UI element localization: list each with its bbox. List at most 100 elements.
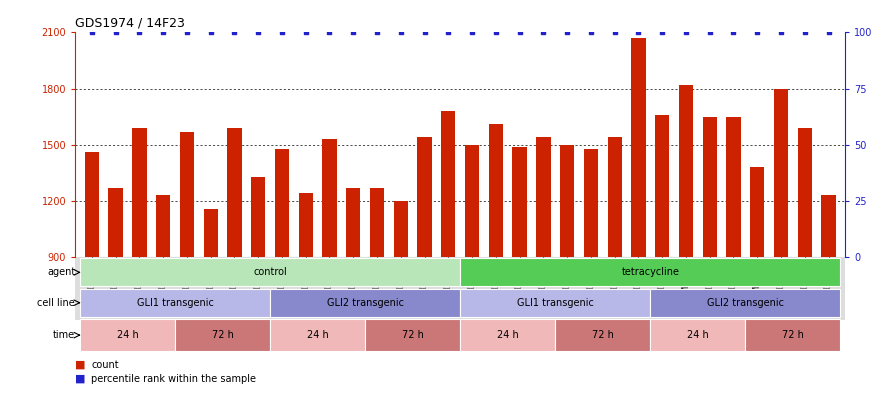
Point	[85, 29, 99, 36]
Text: tetracycline: tetracycline	[621, 267, 680, 277]
Point	[418, 29, 432, 36]
Bar	[370, 188, 384, 257]
Bar	[85, 152, 99, 257]
Text: 24 h: 24 h	[687, 330, 709, 340]
Text: control: control	[253, 267, 287, 277]
Point	[703, 29, 717, 36]
Text: GDS1974 / 14F23: GDS1974 / 14F23	[75, 17, 185, 30]
FancyBboxPatch shape	[650, 319, 745, 351]
Bar	[703, 117, 717, 257]
Bar	[394, 201, 408, 257]
FancyBboxPatch shape	[270, 319, 366, 351]
Point	[346, 29, 360, 36]
Bar	[465, 145, 479, 257]
Point	[394, 29, 408, 36]
Text: GLI1 transgenic: GLI1 transgenic	[517, 298, 594, 308]
Bar	[442, 111, 456, 257]
Bar	[418, 137, 432, 257]
Point	[251, 29, 266, 36]
Bar	[322, 139, 336, 257]
Point	[109, 29, 123, 36]
FancyBboxPatch shape	[555, 319, 650, 351]
Point	[608, 29, 622, 36]
Bar	[132, 128, 147, 257]
Bar	[727, 117, 741, 257]
FancyBboxPatch shape	[745, 319, 841, 351]
Bar	[536, 137, 550, 257]
FancyBboxPatch shape	[650, 289, 841, 317]
Point	[750, 29, 765, 36]
Text: 72 h: 72 h	[402, 330, 424, 340]
Text: 24 h: 24 h	[307, 330, 328, 340]
Point	[322, 29, 336, 36]
Point	[133, 29, 147, 36]
Point	[727, 29, 741, 36]
FancyBboxPatch shape	[460, 258, 841, 286]
Point	[631, 29, 645, 36]
Point	[465, 29, 479, 36]
Text: cell line: cell line	[37, 298, 75, 308]
Point	[679, 29, 693, 36]
Bar	[298, 194, 313, 257]
Text: ■: ■	[75, 374, 86, 384]
Bar	[821, 195, 835, 257]
Point	[204, 29, 218, 36]
Bar	[655, 115, 669, 257]
Point	[227, 29, 242, 36]
Bar	[607, 137, 622, 257]
FancyBboxPatch shape	[80, 258, 460, 286]
Text: 24 h: 24 h	[117, 330, 138, 340]
Point	[560, 29, 574, 36]
Bar	[584, 149, 598, 257]
Bar	[156, 195, 170, 257]
Point	[584, 29, 598, 36]
Bar	[773, 89, 789, 257]
Text: GLI2 transgenic: GLI2 transgenic	[327, 298, 404, 308]
Bar	[631, 38, 645, 257]
Point	[442, 29, 456, 36]
Bar	[109, 188, 123, 257]
Point	[156, 29, 170, 36]
Point	[370, 29, 384, 36]
Text: GLI1 transgenic: GLI1 transgenic	[136, 298, 213, 308]
Point	[489, 29, 503, 36]
Bar	[275, 149, 289, 257]
Text: 24 h: 24 h	[496, 330, 519, 340]
Point	[275, 29, 289, 36]
FancyBboxPatch shape	[270, 289, 460, 317]
Text: 72 h: 72 h	[212, 330, 234, 340]
Point	[773, 29, 789, 36]
Bar	[180, 132, 194, 257]
Bar	[346, 188, 360, 257]
Bar	[560, 145, 574, 257]
Bar	[750, 167, 765, 257]
Bar	[227, 128, 242, 257]
Text: 72 h: 72 h	[592, 330, 613, 340]
FancyBboxPatch shape	[366, 319, 460, 351]
Point	[298, 29, 312, 36]
Text: 72 h: 72 h	[782, 330, 804, 340]
FancyBboxPatch shape	[175, 319, 270, 351]
Point	[797, 29, 812, 36]
FancyBboxPatch shape	[80, 289, 270, 317]
FancyBboxPatch shape	[460, 319, 555, 351]
Text: time: time	[53, 330, 75, 340]
Text: GLI2 transgenic: GLI2 transgenic	[707, 298, 784, 308]
Point	[655, 29, 669, 36]
Bar	[797, 128, 812, 257]
Text: ■: ■	[75, 360, 86, 369]
Bar	[512, 147, 527, 257]
Text: count: count	[91, 360, 119, 369]
Bar	[489, 124, 503, 257]
FancyBboxPatch shape	[80, 319, 175, 351]
Bar	[204, 209, 218, 257]
Text: agent: agent	[47, 267, 75, 277]
Bar	[251, 177, 266, 257]
Text: percentile rank within the sample: percentile rank within the sample	[91, 374, 256, 384]
Point	[180, 29, 194, 36]
Point	[536, 29, 550, 36]
Point	[512, 29, 527, 36]
Bar	[679, 85, 693, 257]
FancyBboxPatch shape	[460, 289, 650, 317]
Point	[821, 29, 835, 36]
